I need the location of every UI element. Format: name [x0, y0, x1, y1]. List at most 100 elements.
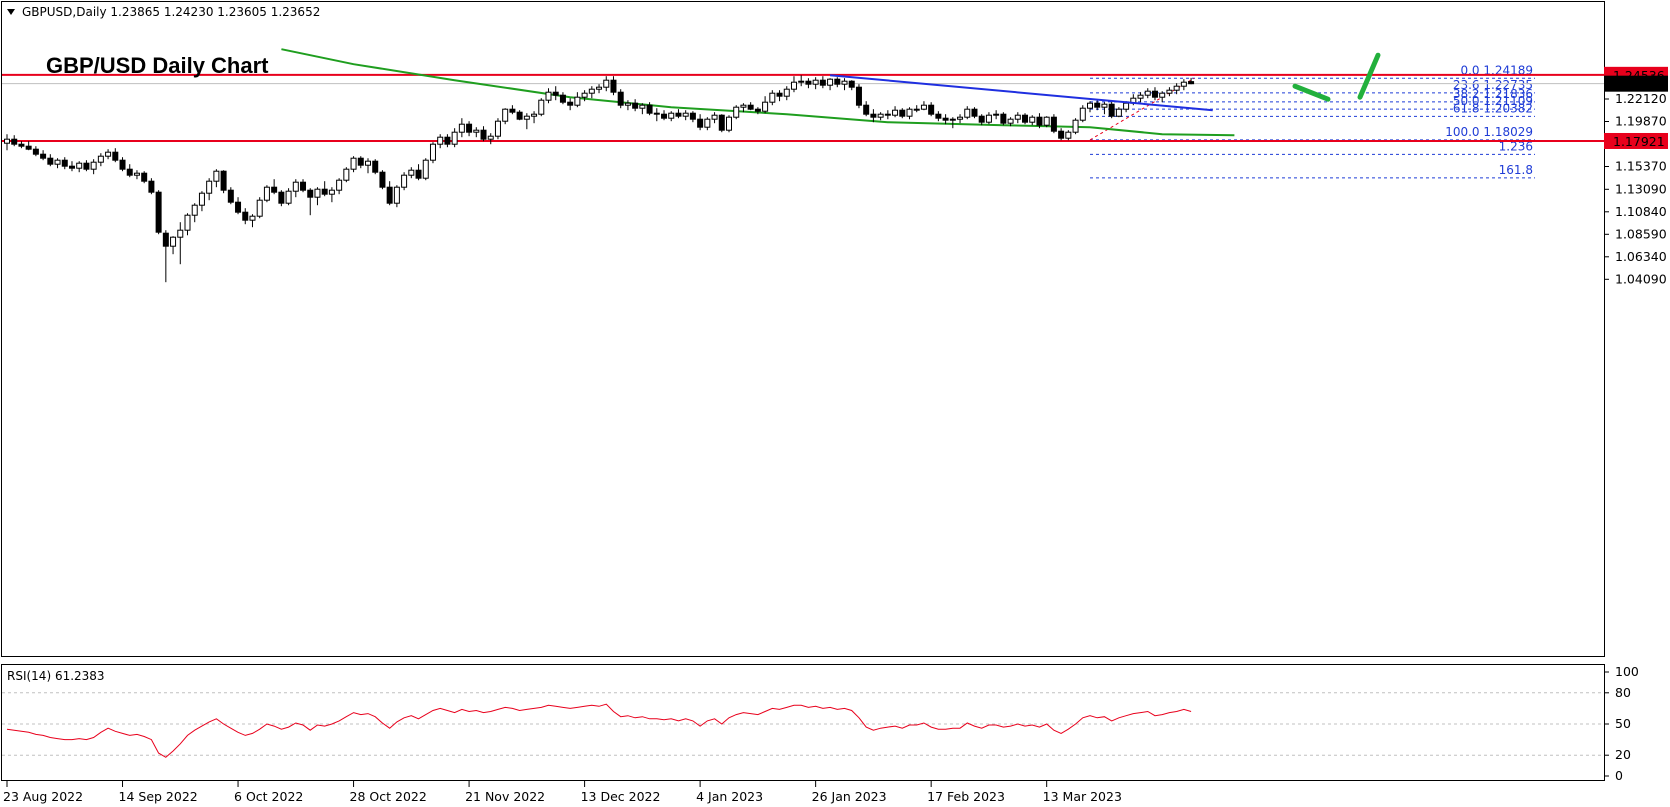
bear-candle — [747, 104, 754, 110]
bull-candle — [105, 151, 112, 157]
bear-candle — [1036, 116, 1043, 126]
bull-candle — [213, 170, 220, 182]
bear-candle — [848, 80, 855, 88]
bull-candle — [502, 108, 509, 122]
bear-candle — [278, 191, 285, 204]
bear-candle — [1151, 90, 1158, 98]
bull-candle — [350, 157, 357, 170]
time-axis: 23 Aug 2022 14 Sep 2022 6 Oct 2022 28 Oct 2… — [3, 781, 1122, 804]
bear-candle — [271, 186, 278, 193]
bull-candle — [906, 108, 913, 117]
fib-level-label: 100.0 1.18029 — [1445, 125, 1533, 139]
bear-candle — [1022, 114, 1029, 123]
bear-candle — [819, 79, 826, 86]
bull-candle — [458, 123, 465, 133]
price-tick-label: 1.13090 — [1615, 181, 1667, 196]
bull-candle — [198, 192, 205, 206]
price-label: 1.17921 — [1613, 134, 1665, 149]
bull-candle — [841, 80, 848, 85]
bull-candle — [762, 101, 769, 112]
price-tick-label: 1.19870 — [1615, 114, 1667, 129]
time-tick-label: 17 Feb 2023 — [927, 789, 1005, 804]
trendlines — [829, 52, 1381, 112]
bear-candle — [567, 101, 574, 106]
bull-candle — [783, 88, 790, 97]
bear-candle — [415, 169, 422, 179]
bull-candle — [1014, 114, 1021, 120]
bear-candle — [971, 108, 978, 117]
bull-candle — [769, 92, 776, 103]
collapse-triangle-icon[interactable] — [7, 9, 15, 15]
bear-candle — [386, 186, 393, 204]
rsi-indicator: 100 80 50 20 0 — [2, 664, 1639, 783]
bear-candle — [509, 108, 516, 113]
time-tick-label: 6 Oct 2022 — [234, 789, 303, 804]
bear-candle — [697, 118, 704, 128]
price-label-box — [1604, 132, 1668, 149]
bull-candle — [682, 112, 689, 117]
bear-candle — [617, 91, 624, 106]
bear-candle — [480, 129, 487, 140]
bear-candle — [1050, 116, 1057, 132]
bull-candle — [429, 143, 436, 161]
rsi-axis-label: 20 — [1615, 747, 1631, 762]
bull-candle — [531, 113, 538, 117]
bull-candle — [76, 162, 83, 169]
bull-candle — [949, 118, 956, 121]
bull-candle — [538, 99, 545, 115]
bear-candle — [40, 153, 47, 159]
bear-candle — [155, 191, 162, 233]
bear-candle — [855, 86, 862, 106]
bear-candle — [1058, 130, 1065, 139]
fib-level-label: 50.0 1.21109 — [1453, 94, 1533, 108]
bull-candle — [812, 79, 819, 85]
rsi-axis-label: 50 — [1615, 716, 1631, 731]
time-tick-label: 13 Dec 2022 — [581, 789, 661, 804]
bull-candle — [494, 120, 501, 137]
bear-candle — [559, 94, 566, 103]
bull-candle — [191, 204, 198, 216]
bull-candle — [184, 214, 191, 231]
bear-candle — [899, 109, 906, 117]
time-tick-label: 23 Aug 2022 — [3, 789, 83, 804]
bull-candle — [97, 155, 104, 163]
price-label-box — [1604, 75, 1668, 92]
bear-candle — [884, 113, 891, 116]
chart-title: GBP/USD Daily Chart — [46, 53, 269, 78]
bear-candle — [372, 160, 379, 173]
bull-candle — [668, 112, 675, 119]
bull-candle — [1159, 92, 1166, 98]
bull-candle — [1065, 131, 1072, 139]
rsi-axis-label: 0 — [1615, 768, 1623, 783]
rsi-axis-label: 100 — [1615, 664, 1639, 679]
fib-level-label: 1.236 — [1499, 139, 1533, 153]
rsi-label: RSI(14) 61.2383 — [7, 669, 105, 683]
bull-candle — [1123, 102, 1130, 110]
bear-candle — [516, 111, 523, 120]
price-tick-label: 1.10840 — [1615, 204, 1667, 219]
price-tick-label: 1.08590 — [1615, 226, 1667, 241]
bull-candle — [1043, 116, 1050, 126]
bear-candle — [935, 113, 942, 119]
time-tick-label: 4 Jan 2023 — [696, 789, 763, 804]
bear-candle — [646, 104, 653, 114]
bear-candle — [653, 112, 660, 115]
bear-candle — [25, 145, 32, 150]
bear-candle — [675, 112, 682, 117]
symbol-info: GBPUSD,Daily 1.23865 1.24230 1.23605 1.2… — [22, 5, 320, 19]
bull-candle — [704, 118, 711, 128]
bull-candle — [170, 236, 177, 247]
bear-candle — [11, 138, 18, 145]
bear-candle — [978, 115, 985, 123]
bull-candle — [437, 136, 444, 145]
bull-candle — [90, 161, 97, 170]
bear-candle — [220, 170, 227, 191]
bull-candle — [393, 186, 400, 204]
bear-candle — [379, 171, 386, 188]
bear-candle — [300, 181, 307, 191]
time-tick-label: 21 Nov 2022 — [465, 789, 545, 804]
bull-candle — [877, 113, 884, 118]
bull-candle — [957, 116, 964, 120]
